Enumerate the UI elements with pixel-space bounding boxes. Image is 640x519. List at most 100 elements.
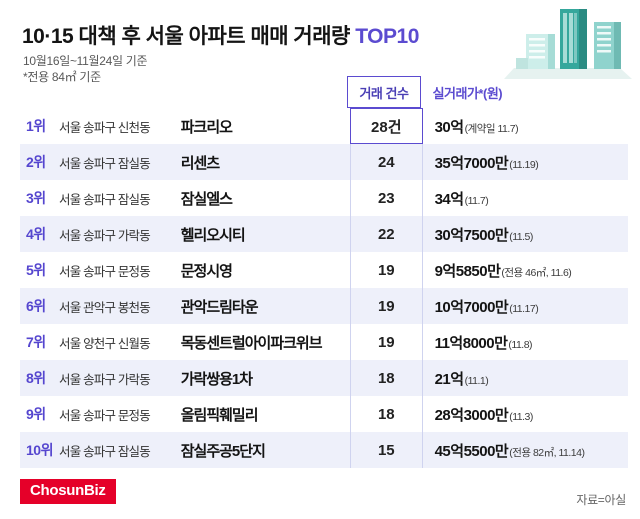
transaction-count: 15 xyxy=(349,432,423,468)
price-value: 28억3000만 xyxy=(434,406,509,424)
price-cell: 9억5850만(전용 46㎡, 11.6) xyxy=(423,252,628,288)
rank-label: 3위 xyxy=(26,190,46,206)
apartment-name: 문정시영 xyxy=(180,262,233,280)
table-row: 3위 서울 송파구 잠실동 잠실엘스 23 34억(11.7) xyxy=(20,180,628,216)
price-value: 11억8000만 xyxy=(434,334,508,352)
rank-label: 6위 xyxy=(26,298,46,314)
location-label: 서울 송파구 문정동 xyxy=(59,408,151,423)
rank-label: 9위 xyxy=(26,406,46,422)
apartment-name: 관악드림타운 xyxy=(180,298,259,316)
price-cell: 28억3000만(11.3) xyxy=(423,396,628,432)
table-row: 1위 서울 송파구 신천동 파크리오 28건 30억(계약일 11.7) xyxy=(20,108,628,144)
price-cell: 21억(11.1) xyxy=(423,360,628,396)
table-row: 8위 서울 송파구 가락동 가락쌍용1차 18 21억(11.1) xyxy=(20,360,628,396)
apartment-name: 가락쌍용1차 xyxy=(180,370,253,388)
price-value: 10억7000만 xyxy=(434,298,509,316)
location-label: 서울 송파구 가락동 xyxy=(59,372,151,387)
table-row: 2위 서울 송파구 잠실동 리센츠 24 35억7000만(11.19) xyxy=(20,144,628,180)
location-label: 서울 송파구 잠실동 xyxy=(59,192,151,207)
rank-label: 8위 xyxy=(26,370,46,386)
chosunbiz-logo: ChosunBiz xyxy=(20,479,116,504)
city-buildings-illustration xyxy=(504,9,632,79)
price-value: 21억 xyxy=(434,370,465,388)
page-title-main: 10·15 대책 후 서울 아파트 매매 거래량 xyxy=(22,25,356,48)
location-label: 서울 관악구 봉천동 xyxy=(59,300,151,315)
rank-location-cell: 1위 서울 송파구 신천동 xyxy=(20,108,181,144)
transaction-count: 28건 xyxy=(349,108,423,144)
data-source-credit: 자료=아실 xyxy=(576,493,626,507)
transaction-count: 18 xyxy=(349,360,423,396)
price-cell: 10억7000만(11.17) xyxy=(423,288,628,324)
subtitle-area: *전용 84㎡ 기준 xyxy=(23,70,101,84)
apartment-name: 잠실주공5단지 xyxy=(180,442,266,460)
chosunbiz-logo-text: ChosunBiz xyxy=(30,482,106,499)
table-row: 4위 서울 송파구 가락동 헬리오시티 22 30억7500만(11.5) xyxy=(20,216,628,252)
table-row: 5위 서울 송파구 문정동 문정시영 19 9억5850만(전용 46㎡, 11… xyxy=(20,252,628,288)
price-column-header: 실거래가*(원) xyxy=(432,85,503,101)
rank-label: 2위 xyxy=(26,154,46,170)
table-row: 9위 서울 송파구 문정동 올림픽훼밀리 18 28억3000만(11.3) xyxy=(20,396,628,432)
transaction-count: 24 xyxy=(349,144,423,180)
price-cell: 30억(계약일 11.7) xyxy=(423,108,628,144)
price-value: 34억 xyxy=(434,190,465,208)
transactions-table: 거래 건수 실거래가*(원) 1위 서울 송파구 신천동 파크리오 28건 30… xyxy=(20,76,628,468)
transaction-count: 19 xyxy=(349,252,423,288)
price-cell: 45억5500만(전용 82㎡, 11.14) xyxy=(423,432,628,468)
rank-label: 7위 xyxy=(26,334,46,350)
rank-location-cell: 10위 서울 송파구 잠실동 xyxy=(20,432,181,468)
apartment-name: 올림픽훼밀리 xyxy=(180,406,259,424)
location-label: 서울 송파구 잠실동 xyxy=(59,444,151,459)
transaction-count: 19 xyxy=(349,288,423,324)
table-row: 7위 서울 양천구 신월동 목동센트럴아이파크위브 19 11억8000만(11… xyxy=(20,324,628,360)
rank-label: 5위 xyxy=(26,262,46,278)
count-column-header: 거래 건수 xyxy=(347,76,421,108)
price-value: 45억5500만 xyxy=(434,442,509,460)
rank-location-cell: 8위 서울 송파구 가락동 xyxy=(20,360,181,396)
transaction-count: 23 xyxy=(349,180,423,216)
price-cell: 35억7000만(11.19) xyxy=(423,144,628,180)
price-cell: 11억8000만(11.8) xyxy=(423,324,628,360)
apartment-name: 목동센트럴아이파크위브 xyxy=(180,334,323,352)
rank-label: 10위 xyxy=(26,442,53,458)
header-spacer-rank xyxy=(20,76,176,108)
apartment-name: 잠실엘스 xyxy=(180,190,233,208)
price-note: (11.7) xyxy=(464,194,489,207)
location-label: 서울 송파구 잠실동 xyxy=(59,156,151,171)
transaction-count: 18 xyxy=(349,396,423,432)
rank-location-cell: 7위 서울 양천구 신월동 xyxy=(20,324,181,360)
rank-location-cell: 3위 서울 송파구 잠실동 xyxy=(20,180,181,216)
price-value: 30억7500만 xyxy=(434,226,509,244)
apartment-name: 헬리오시티 xyxy=(180,226,246,244)
subtitle-period: 10월16일~11월24일 기준 xyxy=(23,54,148,68)
header-spacer-name xyxy=(176,76,347,108)
rank-location-cell: 4위 서울 송파구 가락동 xyxy=(20,216,181,252)
price-note: (전용 46㎡, 11.6) xyxy=(501,266,572,279)
location-label: 서울 양천구 신월동 xyxy=(59,336,151,351)
price-note: (11.19) xyxy=(509,158,539,171)
price-value: 35억7000만 xyxy=(434,154,509,172)
apartment-name: 파크리오 xyxy=(180,118,233,136)
price-note: (계약일 11.7) xyxy=(464,122,519,135)
table-header-row: 거래 건수 실거래가*(원) xyxy=(20,76,628,108)
rank-location-cell: 9위 서울 송파구 문정동 xyxy=(20,396,181,432)
price-note: (11.3) xyxy=(509,410,533,423)
rank-location-cell: 2위 서울 송파구 잠실동 xyxy=(20,144,181,180)
rank-location-cell: 5위 서울 송파구 문정동 xyxy=(20,252,181,288)
location-label: 서울 송파구 가락동 xyxy=(59,228,151,243)
rank-label: 1위 xyxy=(26,118,46,134)
price-cell: 30억7500만(11.5) xyxy=(423,216,628,252)
rank-label: 4위 xyxy=(26,226,46,242)
table-row: 10위 서울 송파구 잠실동 잠실주공5단지 15 45억5500만(전용 82… xyxy=(20,432,628,468)
page-title: 10·15 대책 후 서울 아파트 매매 거래량 TOP10 xyxy=(22,20,419,50)
price-cell: 34억(11.7) xyxy=(423,180,628,216)
location-label: 서울 송파구 문정동 xyxy=(59,264,151,279)
page-title-highlight: TOP10 xyxy=(355,25,419,48)
apartment-name: 리센츠 xyxy=(180,154,220,172)
rank-location-cell: 6위 서울 관악구 봉천동 xyxy=(20,288,181,324)
price-note: (11.8) xyxy=(508,338,533,351)
transaction-count: 19 xyxy=(349,324,423,360)
location-label: 서울 송파구 신천동 xyxy=(59,120,151,135)
price-note: (11.1) xyxy=(464,374,489,387)
price-note: (11.5) xyxy=(509,230,533,243)
